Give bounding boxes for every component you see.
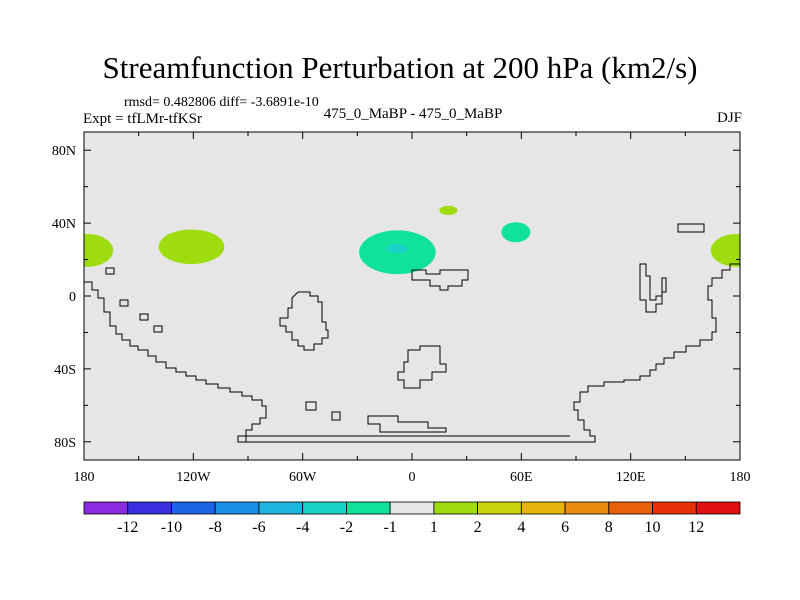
colorbar-swatch-2: [171, 501, 216, 515]
x-tick-label: 0: [409, 470, 416, 485]
colorbar-label: 2: [474, 519, 482, 536]
colorbar-label: 8: [605, 519, 613, 536]
coastline-ridge: [367, 415, 447, 433]
colorbar-swatch-3: [214, 501, 260, 515]
y-tick-label: 0: [69, 290, 76, 305]
coastline-australia: [397, 345, 447, 389]
colorbar-label: -6: [252, 519, 265, 536]
colorbar-swatch-10: [520, 501, 566, 515]
y-tick-label: 80S: [54, 436, 76, 451]
anomaly-2: [158, 229, 225, 265]
colorbar-swatch-4: [258, 501, 304, 515]
x-tick-label: 60E: [510, 470, 533, 485]
x-tick-label: 180: [74, 470, 95, 485]
coastline-pacific-north: [677, 223, 705, 233]
colorbar-swatch-9: [477, 501, 522, 515]
colorbar-label: 12: [688, 519, 704, 536]
coastline-africa: [279, 291, 329, 351]
colorbar-label: -8: [209, 519, 222, 536]
anomaly-0: [84, 234, 114, 267]
colorbar-swatch-6: [345, 501, 391, 515]
x-tick-label: 60W: [289, 470, 317, 485]
coastline-island-a: [305, 401, 317, 411]
center-label: 475_0_MaBP - 475_0_MaBP: [323, 106, 503, 122]
coastline-island-d: [139, 313, 149, 321]
coastline-layer: [84, 223, 740, 443]
colorbar-swatch-12: [608, 501, 653, 515]
colorbar-label: -4: [296, 519, 309, 536]
x-tick-label: 120W: [176, 470, 211, 485]
colorbar-swatch-1: [127, 501, 172, 515]
colorbar-label: -12: [117, 519, 138, 536]
colorbar-swatch-5: [302, 501, 347, 515]
coastline-south-america: [84, 263, 740, 443]
map-background: [84, 132, 740, 460]
colorbar-label: -2: [340, 519, 353, 536]
anomaly-1: [710, 234, 740, 267]
chart-title: Streamfunction Perturbation at 200 hPa (…: [102, 50, 698, 85]
axis-ticks: 180 120W 60W 0 60E 120E 180 80N 40N 0 40S 80S: [52, 132, 751, 485]
coastline-island-c: [119, 299, 129, 307]
coastline-eurasia-south: [411, 269, 469, 291]
anomaly-6: [439, 205, 458, 215]
anomaly-5: [501, 222, 531, 243]
x-tick-label: 180: [730, 470, 751, 485]
colorbar-swatch-13: [652, 501, 697, 515]
coastline-island-b: [331, 411, 341, 421]
colorbar-label: -10: [161, 519, 182, 536]
anomaly-layer: [84, 205, 740, 275]
colorbar-swatch-11: [564, 501, 610, 515]
colorbar-label: 1: [430, 519, 438, 536]
season-label: DJF: [716, 110, 742, 126]
y-tick-label: 40N: [52, 217, 76, 232]
y-tick-label: 80N: [52, 144, 76, 159]
coastline-island-f: [105, 267, 115, 275]
coastline-pacific-west: [639, 263, 667, 313]
colorbar-label: 6: [561, 519, 569, 536]
coastline-island-e: [153, 325, 163, 333]
colorbar-swatch-14: [695, 501, 741, 515]
experiment-label: Expt = tfLMr-tfKSr: [83, 111, 202, 127]
anomaly-4: [386, 244, 409, 254]
y-tick-label: 40S: [54, 363, 76, 378]
colorbar-label: -1: [383, 519, 396, 536]
coastline-antarctic-shelf: [245, 435, 570, 442]
colorbar: -12 -10 -8 -6 -4 -2 -1 1 2 4 6 8 10 12: [83, 501, 741, 536]
colorbar-label: 10: [645, 519, 661, 536]
colorbar-swatch-7: [389, 501, 435, 515]
colorbar-swatch-8: [433, 501, 479, 515]
stats-label: rmsd= 0.482806 diff= -3.6891e-10: [124, 95, 319, 110]
colorbar-label: 4: [517, 519, 525, 536]
x-tick-label: 120E: [616, 470, 646, 485]
colorbar-swatch-0: [83, 501, 129, 515]
